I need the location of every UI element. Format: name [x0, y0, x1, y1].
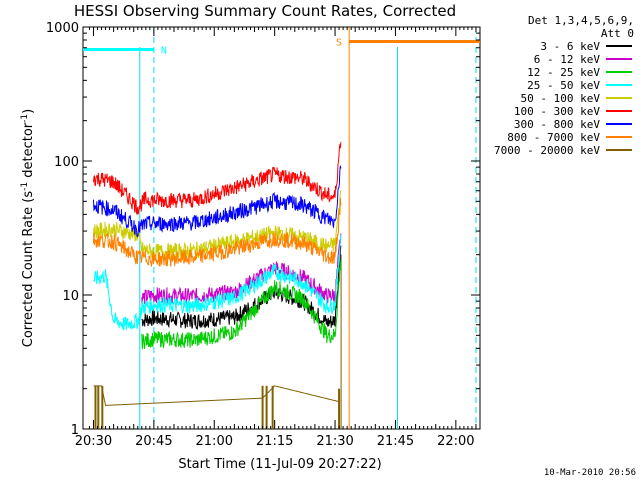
series-line [92, 141, 342, 216]
flag-label: N [161, 45, 167, 56]
y-tick-label: 100 [54, 155, 79, 170]
y-axis-label-sup-1: -1 [20, 182, 30, 191]
plot-area-frame [82, 26, 481, 430]
legend-entry-label: 100 - 300 keV [514, 105, 600, 118]
x-tick-label: 20:45 [135, 434, 172, 449]
legend-entry-label: 3 - 6 keV [540, 40, 600, 53]
flag-layer: NS [83, 37, 480, 56]
series-line [92, 165, 342, 238]
series-line [141, 260, 342, 350]
legend-entry-label: 50 - 100 keV [521, 92, 601, 105]
y-axis-label: Corrected Count Rate (s-1 detector-1) [20, 109, 36, 347]
legend-entry-label: 800 - 7000 keV [507, 131, 600, 144]
series-line [92, 197, 342, 268]
x-tick-label: 21:15 [256, 434, 293, 449]
footer-timestamp: 10-Mar-2010 20:56 [544, 468, 636, 478]
legend-entry-label: 7000 - 20000 keV [494, 144, 600, 157]
chart-title: HESSI Observing Summary Count Rates, Cor… [74, 2, 456, 20]
y-axis-label-mid: detector [21, 122, 36, 182]
x-tick-label: 21:00 [196, 434, 233, 449]
legend-entry-label: 25 - 50 keV [527, 79, 600, 92]
y-tick-label: 1 [71, 423, 79, 438]
legend-entry-label: 300 - 800 keV [514, 118, 600, 131]
x-axis: 20:30 20:45 21:00 21:15 21:30 21:45 22:00 [75, 27, 477, 449]
marker-layer [139, 27, 477, 429]
flag-label: S [336, 37, 342, 48]
legend-header-line-2: Att 0 [601, 27, 634, 40]
legend-entry-label: 12 - 25 keV [527, 66, 600, 79]
y-tick-label: 1000 [46, 21, 79, 36]
legend-entry-label: 6 - 12 keV [534, 53, 601, 66]
x-tick-label: 22:00 [437, 434, 474, 449]
series-line [93, 234, 342, 331]
y-axis-label-sup-2: -1 [20, 114, 30, 123]
y-tick-label: 10 [62, 289, 79, 304]
legend-header-line-1: Det 1,3,4,5,6,9, [528, 14, 634, 27]
series-layer [92, 141, 342, 429]
series-line [93, 385, 340, 406]
y-axis: 1 10 100 1000 [46, 21, 480, 438]
x-axis-label: Start Time (11-Jul-09 20:27:22) [178, 457, 381, 472]
x-tick-label: 21:30 [316, 434, 353, 449]
x-tick-label: 20:30 [75, 434, 112, 449]
y-axis-label-end: ) [21, 109, 36, 114]
y-axis-label-main: Corrected Count Rate (s [21, 191, 36, 348]
x-tick-label: 21:45 [377, 434, 414, 449]
